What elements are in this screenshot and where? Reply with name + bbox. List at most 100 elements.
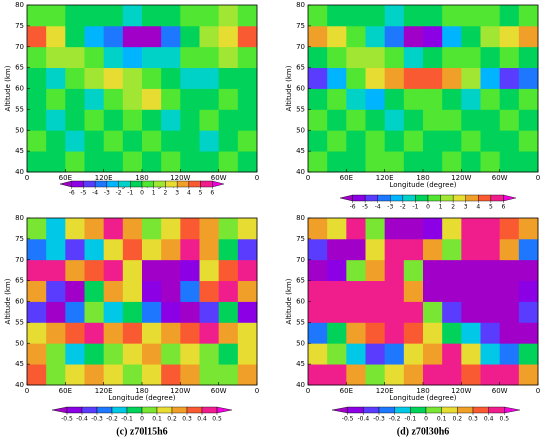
heat-cell (84, 343, 105, 365)
colorbar-tick-label: -5 (80, 190, 86, 197)
heat-cell (180, 218, 200, 240)
y-tick-label: 50 (296, 126, 305, 134)
y-tick-label: 75 (296, 235, 305, 243)
colorbar-segment (141, 406, 158, 414)
heat-cell (308, 25, 328, 48)
heat-cell (199, 46, 220, 69)
colorbar-tick-label: 4 (187, 190, 191, 197)
heat-cell (518, 218, 539, 240)
heat-cell (199, 259, 220, 282)
y-tick-label: 55 (296, 105, 305, 113)
heat-cell (327, 109, 347, 131)
heat-cell (84, 151, 105, 173)
colorbar-tick-label: -0.1 (404, 416, 416, 423)
heat-cell (84, 280, 105, 302)
heat-cell (308, 88, 328, 110)
heat-cell (308, 343, 328, 365)
heat-cell (161, 301, 181, 323)
heat-cell (218, 218, 239, 240)
heat-cell (122, 301, 143, 323)
heat-cell (518, 46, 539, 69)
heat-cell (518, 280, 539, 302)
heat-cell (199, 301, 220, 323)
heat-cell (65, 280, 85, 302)
heat-cell (103, 88, 124, 110)
x-axis-label: Longitude (degree) (108, 394, 175, 402)
x-tick-label: 60E (59, 387, 72, 395)
heat-cell (346, 151, 366, 173)
heat-cell (46, 130, 66, 152)
heat-cell (103, 280, 124, 302)
colorbar-segment (126, 406, 143, 414)
heat-cell (46, 109, 66, 131)
heat-cell (442, 67, 462, 89)
heat-cell (346, 259, 366, 282)
heat-cell (327, 5, 347, 27)
colorbar-tick-label: -6 (350, 204, 356, 211)
heat-cell (218, 343, 239, 365)
heat-cell (346, 46, 366, 69)
heat-cell (480, 67, 501, 89)
heat-cell (403, 67, 424, 89)
heat-cell (84, 109, 105, 131)
heat-cell (142, 88, 162, 110)
heat-cell (46, 280, 66, 302)
heat-cell (237, 364, 258, 386)
heat-cell (442, 218, 462, 240)
y-tick-label: 45 (296, 147, 305, 155)
y-tick-label: 45 (15, 360, 24, 368)
heat-cell (308, 280, 328, 302)
y-axis-label: Altitude (km) (285, 278, 293, 324)
colorbar-segment (141, 180, 154, 188)
heat-cell (237, 5, 258, 27)
heat-cell (346, 109, 366, 131)
heat-cell (218, 151, 239, 173)
heat-cell (480, 238, 501, 261)
heat-cell (423, 46, 443, 69)
heat-cell (122, 343, 143, 365)
heat-cell (518, 301, 539, 323)
heat-cell (384, 46, 405, 69)
heat-cell (403, 88, 424, 110)
heat-cell (103, 301, 124, 323)
heat-cell (65, 109, 85, 131)
heat-cell (161, 130, 181, 152)
colorbar-tick-label: -4 (375, 204, 381, 211)
x-tick-label: 180 (135, 387, 148, 395)
heat-cell (199, 67, 220, 89)
heat-cell (65, 259, 85, 282)
heat-cell (142, 46, 162, 69)
heat-cell (384, 343, 405, 365)
heat-cell (461, 5, 481, 27)
heat-cell (499, 88, 520, 110)
heat-cell (461, 88, 481, 110)
heat-cell (365, 130, 386, 152)
y-tick-label: 40 (15, 168, 24, 176)
heat-cell (122, 322, 143, 344)
heat-cell (27, 301, 47, 323)
colorbar-segment (364, 194, 378, 202)
heat-cell (499, 343, 520, 365)
heat-cell (480, 280, 501, 302)
heat-cell (237, 88, 258, 110)
x-tick-label: 0 (306, 387, 310, 395)
x-tick-label: 120W (170, 387, 190, 395)
heat-cell (180, 151, 200, 173)
heat-cell (65, 5, 85, 27)
heat-cell (103, 67, 124, 89)
colorbar-end (503, 194, 517, 202)
colorbar-tick-label: 0 (140, 416, 144, 423)
colorbar-tick-label: 6 (502, 204, 506, 211)
heat-cell (461, 301, 481, 323)
heat-cell (103, 109, 124, 131)
heat-cell (442, 301, 462, 323)
heat-cell (46, 364, 66, 386)
x-tick-label: 0 (255, 174, 259, 182)
y-tick-label: 70 (15, 43, 24, 51)
heat-cell (180, 67, 200, 89)
heat-cell (384, 238, 405, 261)
heat-cell (46, 343, 66, 365)
x-tick-label: 120E (376, 387, 394, 395)
heat-cell (142, 364, 162, 386)
heat-cell (442, 343, 462, 365)
